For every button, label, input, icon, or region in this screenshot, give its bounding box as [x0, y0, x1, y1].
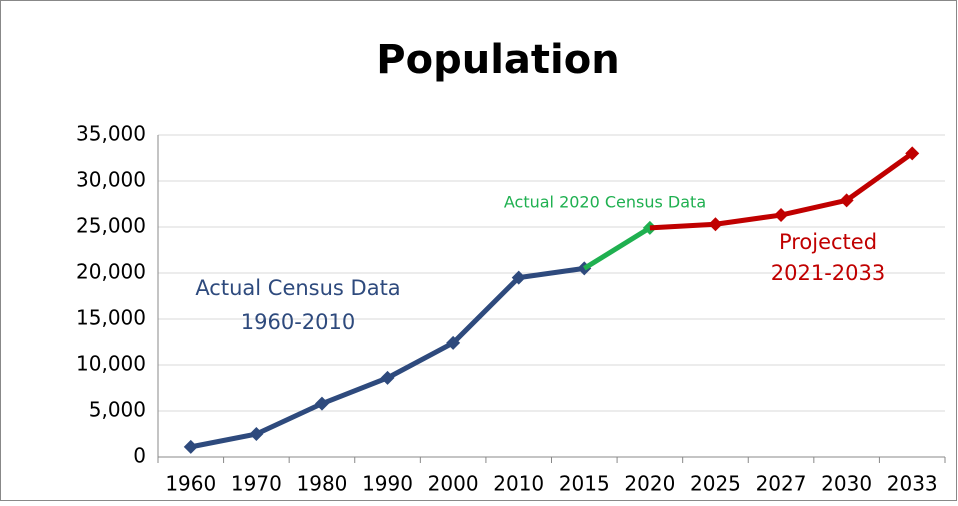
annotation: 1960-2010: [241, 310, 355, 334]
y-tick-label: 25,000: [76, 214, 146, 238]
marker: [249, 427, 264, 441]
x-tick-label: 1960: [165, 472, 216, 496]
y-tick-label: 30,000: [76, 168, 146, 192]
marker: [774, 208, 789, 223]
series-line: [582, 225, 652, 271]
y-tick-label: 15,000: [76, 306, 146, 330]
y-tick-label: 10,000: [76, 352, 146, 376]
x-tick-label: 1990: [362, 472, 413, 496]
marker: [446, 335, 461, 350]
x-tick-label: 2025: [690, 472, 741, 496]
x-tick-label: 2033: [887, 472, 938, 496]
chart-title: Population: [376, 37, 619, 83]
marker: [708, 217, 723, 232]
marker: [183, 439, 198, 454]
annotation: Actual 2020 Census Data: [504, 193, 706, 212]
marker: [839, 193, 854, 208]
marker: [905, 146, 920, 161]
x-tick-label: 2020: [624, 472, 675, 496]
annotation: Projected: [779, 230, 877, 254]
marker: [314, 396, 329, 411]
y-tick-label: 5,000: [89, 398, 146, 422]
x-tick-label: 2030: [821, 472, 872, 496]
marker: [511, 270, 526, 285]
x-tick-label: 1970: [231, 472, 282, 496]
marker: [380, 370, 395, 385]
x-tick-label: 2010: [493, 472, 544, 496]
x-tick-label: 2000: [428, 472, 479, 496]
annotation: Actual Census Data: [195, 276, 400, 300]
y-tick-label: 20,000: [76, 260, 146, 284]
annotation: 2021-2033: [771, 261, 885, 285]
x-tick-label: 2027: [756, 472, 807, 496]
y-tick-label: 35,000: [76, 122, 146, 146]
x-tick-label: 2015: [559, 472, 610, 496]
x-tick-label: 1980: [297, 472, 348, 496]
y-tick-label: 0: [133, 444, 146, 468]
